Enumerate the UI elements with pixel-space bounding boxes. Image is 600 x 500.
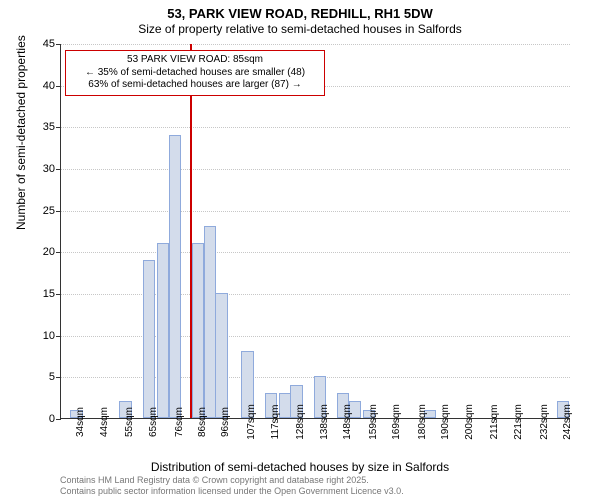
gridline bbox=[61, 336, 570, 337]
ytick-mark bbox=[56, 377, 61, 378]
ytick-label: 45 bbox=[43, 38, 55, 50]
gridline bbox=[61, 294, 570, 295]
xtick-label: 96sqm bbox=[220, 407, 231, 437]
xtick-label: 44sqm bbox=[99, 407, 110, 437]
gridline bbox=[61, 169, 570, 170]
xtick-label: 34sqm bbox=[75, 407, 86, 437]
ytick-label: 15 bbox=[43, 288, 55, 300]
ytick-label: 5 bbox=[49, 371, 55, 383]
ytick-mark bbox=[56, 294, 61, 295]
xtick-label: 128sqm bbox=[295, 404, 306, 440]
ytick-mark bbox=[56, 252, 61, 253]
chart-footer: Contains HM Land Registry data © Crown c… bbox=[60, 475, 404, 497]
histogram-bar bbox=[192, 243, 204, 418]
chart-subtitle: Size of property relative to semi-detach… bbox=[0, 22, 600, 36]
ytick-label: 0 bbox=[49, 413, 55, 425]
histogram-bar bbox=[204, 226, 216, 418]
gridline bbox=[61, 252, 570, 253]
anno-line: 53 PARK VIEW ROAD: 85sqm bbox=[72, 54, 318, 67]
gridline bbox=[61, 44, 570, 45]
xtick-label: 242sqm bbox=[562, 404, 573, 440]
xtick-label: 86sqm bbox=[197, 407, 208, 437]
xtick-label: 180sqm bbox=[417, 404, 428, 440]
marker-annotation: 53 PARK VIEW ROAD: 85sqm ← 35% of semi-d… bbox=[65, 50, 325, 96]
xtick-label: 138sqm bbox=[319, 404, 330, 440]
ytick-label: 20 bbox=[43, 246, 55, 258]
histogram-bar bbox=[215, 293, 227, 418]
xtick-label: 148sqm bbox=[342, 404, 353, 440]
chart-container: 53, PARK VIEW ROAD, REDHILL, RH1 5DW Siz… bbox=[0, 0, 600, 500]
y-axis-label: Number of semi-detached properties bbox=[14, 35, 28, 230]
xtick-label: 190sqm bbox=[440, 404, 451, 440]
ytick-mark bbox=[56, 127, 61, 128]
plot-area: 051015202530354045 53 PARK VIEW ROAD: 85… bbox=[60, 44, 570, 419]
xtick-label: 200sqm bbox=[464, 404, 475, 440]
ytick-label: 10 bbox=[43, 330, 55, 342]
footer-line: Contains HM Land Registry data © Crown c… bbox=[60, 475, 404, 486]
ytick-label: 30 bbox=[43, 163, 55, 175]
xtick-label: 159sqm bbox=[368, 404, 379, 440]
xtick-label: 65sqm bbox=[148, 407, 159, 437]
xtick-label: 107sqm bbox=[246, 404, 257, 440]
x-axis-label: Distribution of semi-detached houses by … bbox=[0, 460, 600, 474]
xtick-label: 232sqm bbox=[539, 404, 550, 440]
ytick-mark bbox=[56, 211, 61, 212]
ytick-mark bbox=[56, 86, 61, 87]
ytick-label: 35 bbox=[43, 121, 55, 133]
gridline bbox=[61, 127, 570, 128]
histogram-bar bbox=[143, 260, 155, 418]
ytick-mark bbox=[56, 44, 61, 45]
ytick-label: 25 bbox=[43, 205, 55, 217]
xtick-label: 221sqm bbox=[513, 404, 524, 440]
histogram-bar bbox=[169, 135, 181, 418]
gridline bbox=[61, 211, 570, 212]
xtick-label: 169sqm bbox=[391, 404, 402, 440]
xtick-label: 211sqm bbox=[489, 405, 500, 440]
ytick-mark bbox=[56, 419, 61, 420]
ytick-label: 40 bbox=[43, 80, 55, 92]
histogram-bar bbox=[157, 243, 169, 418]
xtick-label: 55sqm bbox=[124, 407, 135, 437]
chart-title: 53, PARK VIEW ROAD, REDHILL, RH1 5DW bbox=[0, 6, 600, 21]
anno-line: 63% of semi-detached houses are larger (… bbox=[72, 79, 318, 92]
anno-line: ← 35% of semi-detached houses are smalle… bbox=[72, 67, 318, 80]
xtick-label: 76sqm bbox=[174, 407, 185, 437]
ytick-mark bbox=[56, 336, 61, 337]
marker-line bbox=[190, 44, 192, 418]
ytick-mark bbox=[56, 169, 61, 170]
xtick-label: 117sqm bbox=[270, 405, 281, 440]
footer-line: Contains public sector information licen… bbox=[60, 486, 404, 497]
